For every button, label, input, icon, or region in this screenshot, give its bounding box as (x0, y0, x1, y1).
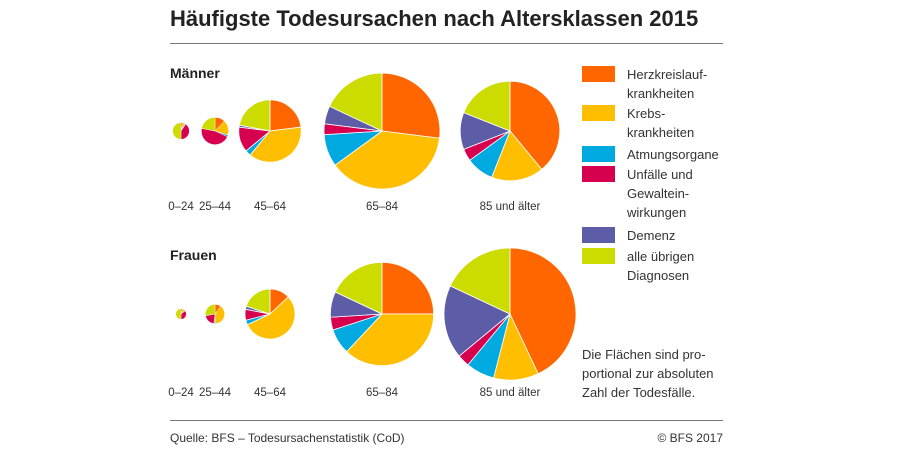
slice-krebs (334, 130, 440, 190)
slice-uebrige (172, 122, 182, 140)
legend-swatch-atmung (582, 146, 615, 162)
legend-label-unfall: Unfälle und Gewaltein- wirkungen (627, 167, 693, 220)
legend-item-demenz: Demenz (582, 226, 747, 245)
slice-herz (381, 261, 435, 315)
source-text: Quelle: BFS – Todesursachenstatistik (Co… (170, 431, 405, 445)
slice-krebs (249, 126, 302, 163)
group-title-frauen: Frauen (170, 247, 217, 263)
legend-item-atmung: Atmungsorgane (582, 145, 747, 164)
pie-frauen-5 (443, 247, 577, 381)
slice-uebrige (205, 304, 216, 317)
pie-maenner-3 (238, 99, 302, 163)
age-label: 65–84 (366, 387, 398, 399)
slice-uebrige (201, 117, 216, 132)
age-label: 0–24 (168, 201, 194, 213)
legend-label-krebs: Krebs- krankheiten (627, 106, 695, 140)
legend-label-uebrige: alle übrigen Diagnosen (627, 249, 695, 283)
legend-swatch-unfall (582, 166, 615, 182)
age-label: 85 und älter (479, 201, 541, 213)
copyright-text: © BFS 2017 (657, 431, 723, 445)
age-label: 0–24 (168, 387, 194, 399)
slice-uebrige (238, 99, 271, 132)
slice-krebs (491, 130, 543, 182)
top-divider (170, 43, 723, 44)
slice-herz (509, 247, 577, 375)
area-note: Die Flächen sind pro- portional zur abso… (582, 347, 714, 400)
page-title: Häufigste Todesursachen nach Altersklass… (170, 6, 699, 31)
legend-swatch-herz (582, 66, 615, 82)
pie-maenner-5 (459, 80, 561, 182)
pie-maenner-1 (172, 122, 190, 140)
legend-label-atmung: Atmungsorgane (627, 147, 719, 162)
pie-frauen-4 (330, 261, 435, 367)
pie-frauen-2 (205, 304, 225, 324)
legend-label-herz: Herzkreislauf- krankheiten (627, 67, 708, 101)
slice-krebs (214, 305, 225, 324)
slice-herz (269, 99, 302, 132)
bottom-divider (170, 420, 723, 421)
age-label: 25–44 (199, 201, 231, 213)
pie-maenner-2 (201, 117, 229, 145)
age-label: 45–64 (254, 387, 286, 399)
age-label: 85 und älter (479, 387, 541, 399)
slice-uebrige (463, 80, 511, 132)
legend-swatch-krebs (582, 105, 615, 121)
legend-item-uebrige: alle übrigen Diagnosen (582, 247, 747, 285)
legend-item-unfall: Unfälle und Gewaltein- wirkungen (582, 165, 747, 222)
group-title-maenner: Männer (170, 65, 220, 81)
slice-demenz (443, 285, 511, 357)
legend-label-demenz: Demenz (627, 228, 676, 243)
slice-herz (381, 72, 441, 139)
slice-krebs (346, 313, 435, 367)
legend-item-krebs: Krebs- krankheiten (582, 104, 747, 142)
slice-uebrige (329, 72, 383, 132)
slice-unfall (201, 128, 228, 145)
pie-frauen-3 (244, 288, 296, 340)
slice-herz (509, 80, 561, 170)
age-label: 45–64 (254, 201, 286, 213)
slice-krebs (246, 296, 296, 340)
slice-unfall (180, 123, 190, 140)
age-label: 65–84 (366, 201, 398, 213)
pie-maenner-4 (323, 72, 441, 190)
slice-uebrige (245, 288, 271, 315)
slice-uebrige (175, 308, 182, 320)
slice-uebrige (334, 261, 383, 315)
legend-item-herz: Herzkreislauf- krankheiten (582, 65, 747, 103)
legend-swatch-demenz (582, 227, 615, 243)
legend-swatch-uebrige (582, 248, 615, 264)
age-label: 25–44 (199, 387, 231, 399)
slice-uebrige (449, 247, 511, 315)
pie-frauen-1 (175, 308, 187, 320)
